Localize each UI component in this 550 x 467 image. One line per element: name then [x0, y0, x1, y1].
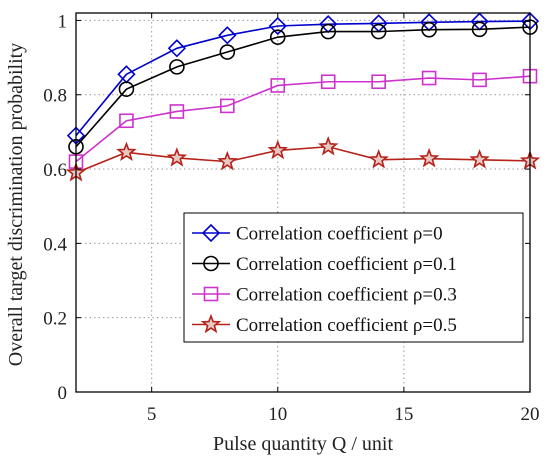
data-point-square [371, 74, 386, 90]
legend: Correlation coefficient ρ=0 Correlation c… [183, 212, 524, 343]
legend-box [183, 212, 524, 343]
plot-frame [75, 12, 531, 393]
data-point-circle [169, 59, 185, 75]
legend-marker-square [203, 286, 219, 302]
legend-label: Correlation coefficient ρ=0 [236, 224, 443, 245]
legend-label: Correlation coefficient ρ=0.5 [236, 315, 457, 336]
data-point-circle [370, 23, 387, 40]
data-point-square [421, 70, 437, 86]
legend-label: Correlation coefficient ρ=0.1 [236, 254, 457, 275]
data-point-diamond [218, 26, 237, 45]
x-tick-label: 5 [147, 404, 157, 425]
data-point-diamond [167, 39, 187, 58]
series-line [75, 75, 531, 163]
data-point-star [267, 139, 289, 160]
x-tick-label: 15 [394, 404, 413, 425]
legend-item: Correlation coefficient ρ=0.3 [192, 285, 457, 306]
data-point-star [368, 149, 389, 169]
legend-item: Correlation coefficient ρ=0.1 [192, 254, 457, 275]
x-tick-label: 20 [521, 404, 540, 425]
y-tick-label: 0.2 [43, 309, 67, 330]
data-point-star [317, 135, 339, 156]
series-line [75, 145, 531, 174]
legend-label: Correlation coefficient ρ=0.3 [236, 285, 457, 306]
series-line [75, 26, 531, 148]
y-tick-label: 0.6 [43, 160, 67, 181]
data-point-square [220, 98, 235, 114]
series-0 [66, 12, 540, 145]
data-point-star [469, 149, 490, 169]
legend-item: Correlation coefficient ρ=0.5 [192, 313, 457, 336]
data-point-star [116, 141, 137, 162]
data-point-circle [421, 21, 437, 38]
legend-marker-star [200, 313, 222, 334]
series-2 [68, 68, 538, 169]
data-point-circle [219, 44, 236, 60]
y-tick-label: 0.8 [43, 86, 67, 107]
x-tick-label: 10 [268, 404, 287, 425]
data-point-star [166, 147, 188, 167]
data-point-circle [118, 81, 135, 97]
x-axis-title: Pulse quantity Q / unit [213, 433, 393, 455]
data-point-star [418, 147, 440, 168]
series-layer [65, 12, 541, 182]
tick-layer: 5 10 15 20 0 0.2 0.4 0.6 0.8 1 [43, 11, 539, 425]
y-axis-title: Overall target discrimination probabilit… [5, 43, 27, 366]
data-point-circle [471, 21, 488, 38]
y-tick-label: 0 [58, 383, 68, 404]
data-point-square [169, 104, 185, 119]
data-point-square [472, 72, 487, 88]
data-point-square [119, 113, 134, 129]
legend-item: Correlation coefficient ρ=0 [192, 224, 443, 245]
series-line [75, 20, 531, 137]
legend-marker-circle [203, 255, 219, 272]
y-tick-label: 0.4 [43, 234, 67, 255]
data-point-square [270, 78, 286, 93]
y-tick-label: 1 [58, 11, 68, 32]
data-point-circle [269, 29, 286, 45]
data-point-diamond [268, 16, 287, 36]
series-3 [65, 135, 541, 182]
series-1 [68, 19, 538, 155]
legend-marker-diamond [201, 223, 221, 243]
data-point-square [320, 74, 336, 90]
data-point-star [217, 150, 238, 171]
data-point-circle [320, 23, 337, 40]
